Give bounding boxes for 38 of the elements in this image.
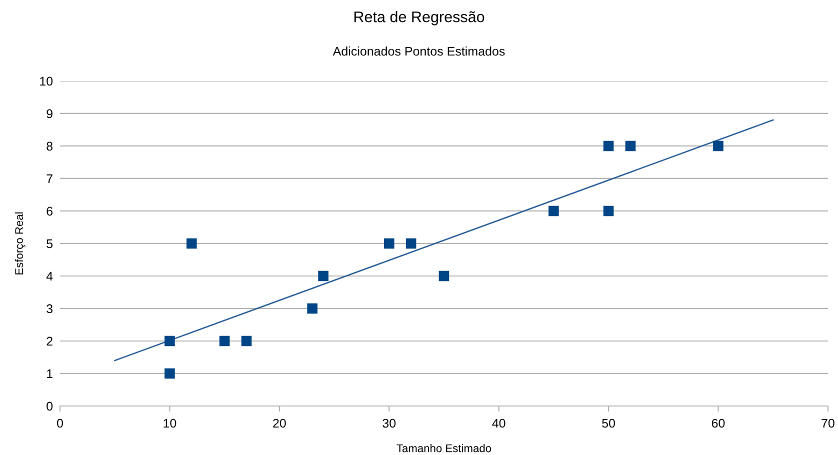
x-tick-label: 10	[164, 418, 176, 428]
point	[625, 140, 636, 152]
y-tick-label: 2	[46, 336, 52, 346]
y-tick-label: 4	[46, 272, 53, 281]
x-tick-label: 50	[602, 418, 615, 428]
point	[713, 140, 724, 152]
point	[186, 238, 197, 249]
point	[603, 140, 614, 152]
point	[164, 368, 175, 379]
point	[219, 336, 230, 346]
y-tick-label: 0	[46, 402, 53, 411]
point	[438, 270, 450, 282]
y-tick-label: 10	[40, 76, 53, 86]
y-tick-label: 5	[46, 239, 53, 248]
point	[603, 206, 614, 216]
point	[384, 238, 394, 249]
x-axis-title: Tamanho Estimado	[396, 444, 492, 452]
x-tick-label: 30	[382, 418, 396, 428]
point	[241, 336, 252, 346]
x-tick-label: 20	[273, 418, 286, 428]
point	[318, 270, 328, 282]
chart-subtitle: Adicionados Pontos Estimados	[332, 46, 505, 56]
x-tick-label: 0	[57, 418, 63, 428]
y-tick-label: 7	[46, 174, 52, 184]
point	[548, 206, 559, 216]
y-tick-label: 9	[46, 109, 52, 118]
point	[406, 238, 416, 249]
chart-title: Reta de Regressão	[354, 11, 484, 26]
point	[307, 303, 318, 314]
y-tick-label: 1	[47, 369, 52, 378]
y-tick-label: 6	[46, 206, 53, 216]
x-tick-label: 60	[712, 418, 725, 428]
point	[164, 336, 175, 346]
y-tick-label: 3	[46, 304, 53, 314]
y-tick-label: 8	[46, 142, 53, 151]
x-tick-label: 70	[822, 418, 834, 428]
y-axis-title: Esforço Real	[14, 212, 26, 274]
x-tick-label: 40	[492, 418, 506, 428]
